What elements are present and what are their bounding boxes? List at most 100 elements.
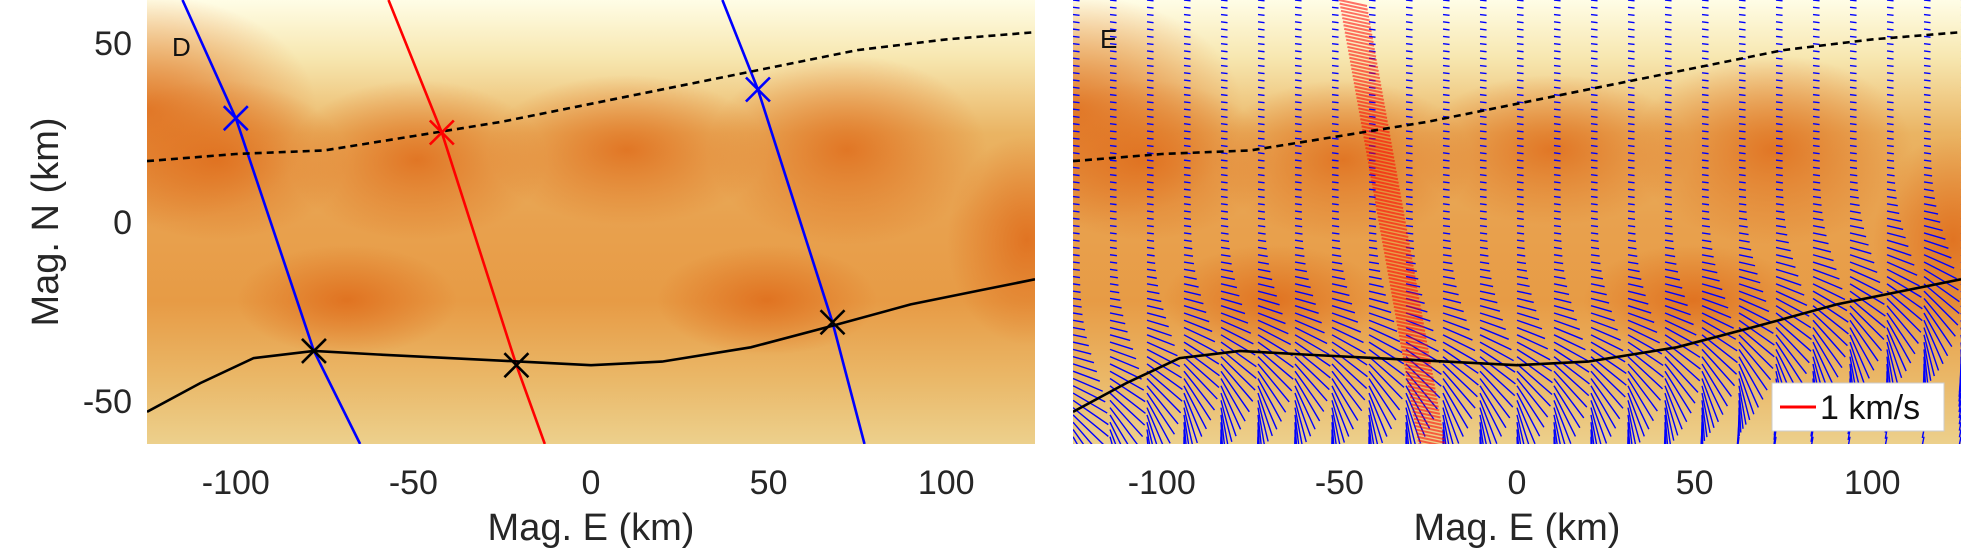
vector-arrow bbox=[1849, 28, 1857, 31]
vector-arrow bbox=[1923, 246, 1952, 259]
vector-arrow bbox=[1479, 144, 1487, 148]
vector-arrow bbox=[1331, 13, 1339, 17]
vector-arrow bbox=[1590, 159, 1598, 162]
vector-arrow bbox=[1220, 50, 1228, 53]
vector-arrow bbox=[1368, 268, 1381, 273]
vector-arrow bbox=[1701, 363, 1729, 407]
vector-arrow bbox=[1516, 312, 1540, 321]
vector-arrow bbox=[1183, 305, 1207, 314]
vector-arrow bbox=[1701, 42, 1709, 46]
vector-arrow bbox=[1146, 0, 1154, 2]
vector-arrow bbox=[1775, 443, 1776, 444]
vector-arrow bbox=[1368, 326, 1401, 343]
vector-arrow bbox=[1331, 268, 1344, 273]
vector-arrow bbox=[1553, 341, 1588, 362]
vector-arrow bbox=[1627, 239, 1636, 243]
vector-arrow bbox=[1073, 407, 1109, 437]
vector-arrow bbox=[1146, 137, 1154, 140]
vector-arrow bbox=[1553, 64, 1561, 68]
vector-arrow bbox=[1479, 334, 1512, 351]
vector-arrow bbox=[1331, 210, 1339, 213]
vector-arrow bbox=[1479, 283, 1494, 288]
highlight-vector bbox=[1372, 186, 1401, 195]
vector-arrow bbox=[1553, 254, 1563, 257]
vector-arrow bbox=[1812, 115, 1820, 118]
vector-arrow bbox=[1553, 181, 1561, 184]
vector-arrow bbox=[1590, 13, 1598, 17]
vector-arrow bbox=[1331, 217, 1340, 220]
vector-arrow bbox=[1257, 239, 1267, 243]
vector-arrow bbox=[1849, 0, 1857, 2]
vector-arrow bbox=[1294, 195, 1302, 199]
vector-arrow bbox=[1146, 166, 1154, 169]
vector-arrow bbox=[1738, 166, 1746, 169]
vector-arrow bbox=[1553, 378, 1585, 419]
vector-arrow bbox=[1220, 195, 1228, 199]
vector-arrow bbox=[1257, 275, 1273, 281]
vector-arrow bbox=[1442, 101, 1450, 104]
vector-arrow bbox=[1849, 115, 1857, 118]
vector-arrow bbox=[1627, 123, 1635, 126]
vector-arrow bbox=[1516, 86, 1524, 89]
vector-arrow bbox=[1516, 108, 1524, 111]
vector-arrow bbox=[1812, 195, 1822, 199]
vector-arrow bbox=[1627, 188, 1635, 191]
vector-arrow bbox=[1553, 400, 1572, 444]
vector-arrow bbox=[1479, 210, 1487, 213]
vector-arrow bbox=[1257, 341, 1294, 368]
vector-arrow bbox=[1220, 79, 1228, 82]
vector-arrow bbox=[1701, 203, 1710, 206]
vector-arrow bbox=[1958, 414, 1961, 425]
vector-arrow bbox=[1109, 305, 1122, 309]
vector-arrow bbox=[1516, 42, 1524, 46]
vector-arrow bbox=[1073, 239, 1080, 242]
vector-arrow bbox=[1405, 414, 1412, 444]
vector-arrow bbox=[1183, 283, 1199, 288]
vector-arrow bbox=[1294, 326, 1328, 345]
vector-arrow bbox=[1738, 50, 1746, 53]
vector-arrow bbox=[1220, 42, 1228, 46]
vector-arrow bbox=[1331, 392, 1350, 437]
highlight-vector bbox=[1353, 82, 1383, 91]
vector-arrow bbox=[1516, 159, 1524, 162]
vector-arrow bbox=[1183, 137, 1191, 140]
vector-arrow bbox=[1294, 72, 1302, 75]
vector-arrow bbox=[1257, 188, 1265, 191]
vector-arrow bbox=[1442, 232, 1451, 235]
vector-arrow bbox=[1442, 414, 1450, 444]
vector-arrow bbox=[1109, 130, 1117, 133]
vector-arrow bbox=[1257, 137, 1265, 140]
highlight-vector bbox=[1363, 139, 1393, 148]
vector-arrow bbox=[1812, 50, 1820, 53]
vector-arrow bbox=[1701, 283, 1723, 291]
vector-arrow bbox=[1590, 195, 1598, 199]
vector-arrow bbox=[1109, 79, 1117, 82]
vector-arrow bbox=[1849, 72, 1857, 75]
vector-arrow bbox=[1220, 35, 1228, 38]
vector-arrow bbox=[1812, 173, 1821, 177]
vector-arrow bbox=[1923, 0, 1931, 2]
vector-arrow bbox=[1220, 363, 1254, 402]
vector-arrow bbox=[1590, 305, 1612, 313]
vector-arrow bbox=[1590, 181, 1598, 184]
vector-arrow bbox=[1812, 86, 1820, 89]
vector-arrow bbox=[1220, 268, 1234, 273]
vector-arrow bbox=[1257, 181, 1265, 184]
vector-arrow bbox=[1479, 93, 1487, 97]
vector-arrow bbox=[1958, 385, 1961, 402]
vector-arrow bbox=[1775, 224, 1787, 229]
vector-arrow bbox=[1923, 166, 1932, 170]
vector-arrow bbox=[1590, 400, 1608, 444]
vector-arrow bbox=[1294, 35, 1302, 38]
heat-blob bbox=[707, 55, 987, 245]
series-line-0 bbox=[181, 0, 362, 444]
vector-arrow bbox=[1479, 0, 1487, 2]
vector-arrow bbox=[1812, 93, 1820, 97]
vector-arrow bbox=[1073, 21, 1080, 24]
vector-arrow bbox=[1183, 72, 1191, 75]
vector-arrow bbox=[1701, 79, 1709, 82]
plot-area-d bbox=[147, 0, 1035, 444]
vector-arrow bbox=[1257, 108, 1265, 111]
vector-arrow bbox=[1442, 283, 1457, 288]
